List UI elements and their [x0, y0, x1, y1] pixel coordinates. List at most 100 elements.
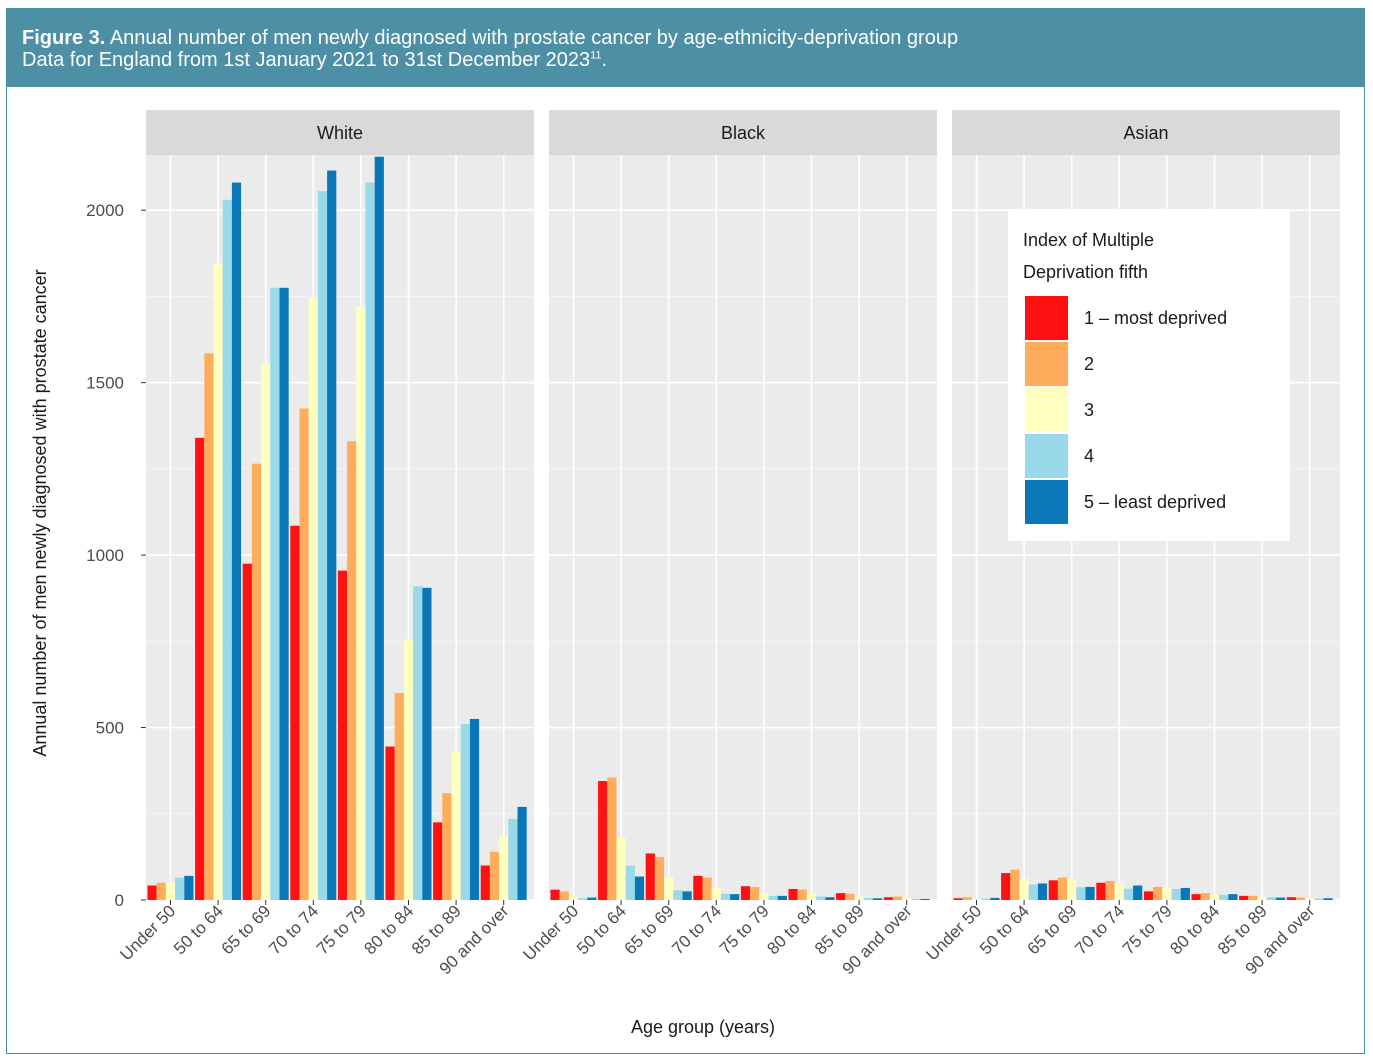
bar: [854, 896, 864, 900]
bar: [1239, 895, 1249, 900]
bar: [175, 877, 185, 900]
bar: [607, 777, 617, 900]
facet-strip: [146, 110, 534, 155]
bar: [1275, 897, 1286, 900]
y-tick-label: 500: [96, 719, 124, 738]
bar: [279, 287, 289, 901]
bar: [231, 182, 242, 900]
bar: [290, 525, 300, 900]
bar: [962, 897, 972, 900]
bar: [1133, 885, 1143, 900]
x-tick-label: 75 to 79: [313, 901, 370, 958]
bar: [251, 463, 262, 900]
bar: [1171, 888, 1181, 900]
x-tick-label: Under 50: [116, 901, 179, 964]
facet-strip-label: White: [317, 123, 363, 143]
bar: [836, 893, 846, 900]
bar: [1228, 894, 1238, 900]
facet-strip-label: Black: [721, 123, 766, 143]
bar: [587, 897, 597, 900]
bar: [422, 587, 432, 900]
bar: [872, 898, 883, 900]
legend-title: Deprivation fifth: [1023, 262, 1148, 282]
bar: [1248, 895, 1258, 900]
bar: [270, 287, 280, 901]
bar: [165, 882, 176, 900]
x-tick-label: 70 to 74: [1071, 901, 1128, 958]
facet-strip: [952, 110, 1340, 155]
x-tick-label: Under 50: [519, 901, 582, 964]
bar: [184, 875, 194, 900]
bar: [568, 896, 579, 900]
bar: [902, 897, 912, 900]
x-tick-label: Under 50: [922, 901, 985, 964]
bar: [365, 182, 375, 900]
bar: [517, 806, 527, 900]
x-tick-label: 50 to 64: [573, 901, 630, 958]
bar: [845, 893, 855, 900]
bar: [578, 898, 588, 900]
x-tick-label: 65 to 69: [218, 901, 275, 958]
x-tick-label: 80 to 84: [360, 901, 417, 958]
figure-subtitle: Data for England from 1st January 2021 t…: [22, 49, 591, 71]
legend-entry-label: 4: [1084, 446, 1094, 466]
bar: [654, 856, 665, 900]
bar: [469, 718, 480, 900]
x-tick-label: 65 to 69: [621, 901, 678, 958]
panel-background: [549, 155, 937, 900]
bar: [489, 851, 500, 900]
legend-entry-label: 2: [1084, 354, 1094, 374]
bar: [673, 890, 683, 900]
bar: [971, 898, 982, 900]
bar: [508, 818, 518, 900]
legend-key: [1025, 342, 1068, 386]
bar: [317, 191, 328, 900]
bar: [1180, 887, 1190, 900]
bar: [1001, 873, 1011, 900]
bar: [1143, 891, 1154, 900]
bar: [1057, 877, 1068, 900]
x-tick-label: 80 to 84: [763, 901, 820, 958]
bar: [1191, 894, 1201, 900]
bar: [374, 156, 384, 900]
bar: [953, 898, 963, 900]
bar: [797, 889, 807, 900]
bar: [702, 877, 712, 900]
legend-entry-label: 3: [1084, 400, 1094, 420]
bar: [1105, 881, 1115, 900]
bar: [337, 570, 348, 900]
bar: [806, 893, 817, 900]
bar: [1200, 893, 1210, 900]
x-axis-title: Age group (years): [631, 1017, 775, 1037]
bar: [1162, 887, 1172, 900]
bar: [1048, 880, 1058, 900]
figure-subtitle-line: Data for England from 1st January 2021 t…: [22, 49, 1364, 71]
bar: [1295, 897, 1306, 900]
y-tick-label: 0: [115, 891, 124, 910]
x-tick-label: 75 to 79: [1119, 901, 1176, 958]
x-tick-label: 50 to 64: [170, 901, 227, 958]
bar: [1076, 887, 1086, 900]
legend-key: [1025, 434, 1068, 478]
bar: [693, 875, 703, 900]
bar: [327, 170, 337, 901]
bar: [1010, 869, 1020, 900]
bar: [460, 724, 470, 900]
bar: [920, 898, 930, 900]
legend-entry-label: 5 – least deprived: [1084, 492, 1226, 512]
bar: [598, 781, 608, 900]
bar: [213, 263, 223, 900]
y-axis-title: Annual number of men newly diagnosed wit…: [30, 269, 50, 756]
y-tick-label: 1000: [86, 546, 124, 565]
bar: [356, 306, 366, 900]
bar: [433, 822, 443, 900]
bar: [1114, 883, 1124, 900]
bar: [750, 886, 760, 900]
x-tick-label: 80 to 84: [1166, 901, 1223, 958]
bar: [892, 896, 903, 900]
bar: [788, 888, 798, 900]
bar: [768, 895, 778, 900]
bar: [299, 408, 309, 900]
bar: [1037, 883, 1048, 900]
bar: [730, 894, 740, 900]
